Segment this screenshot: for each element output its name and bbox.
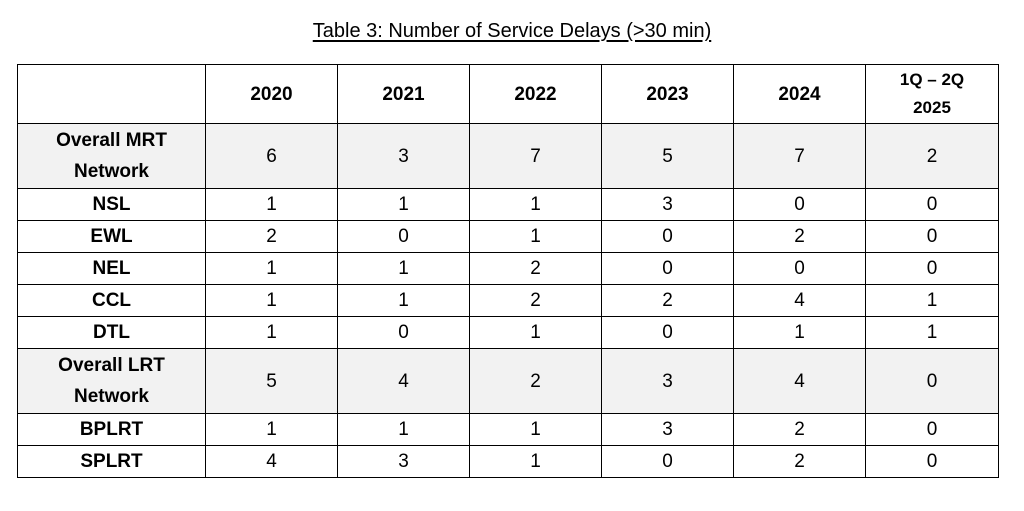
table-cell: 2: [469, 348, 602, 414]
table-cell: 2: [733, 413, 866, 446]
table-cell: 0: [601, 445, 734, 478]
table-cell: 0: [865, 413, 999, 446]
table-cell: 2: [733, 220, 866, 253]
table-row-overall-lrt: Overall LRT Network 5 4 2 3 4 0: [17, 348, 999, 414]
table-cell: 2: [469, 252, 602, 285]
table-row-ewl: EWL 2 0 1 0 2 0: [17, 220, 999, 253]
table-cell: 1: [337, 284, 470, 317]
table-cell: 1: [865, 316, 999, 349]
table-cell: 0: [865, 220, 999, 253]
row-header: DTL: [17, 316, 206, 349]
table-caption-text: Table 3: Number of Service Delays (>30 m…: [312, 20, 712, 42]
row-header-line: Network: [74, 161, 149, 182]
column-header-line: 1Q – 2Q: [899, 70, 965, 89]
table-cell: 7: [733, 123, 866, 189]
column-header: 2020: [205, 64, 338, 124]
table-cell: 2: [601, 284, 734, 317]
table-cell: 3: [337, 123, 470, 189]
table-cell: 4: [733, 348, 866, 414]
table-cell: 3: [337, 445, 470, 478]
table-cell: 3: [601, 188, 734, 221]
column-header: 2022: [469, 64, 602, 124]
table-cell: 2: [865, 123, 999, 189]
table-row-ccl: CCL 1 1 2 2 4 1: [17, 284, 999, 317]
table-cell: 1: [469, 445, 602, 478]
table-cell: 0: [865, 252, 999, 285]
table-row-overall-mrt: Overall MRT Network 6 3 7 5 7 2: [17, 123, 999, 189]
table-cell: 0: [337, 220, 470, 253]
table-cell: 1: [337, 252, 470, 285]
table-cell: 1: [337, 188, 470, 221]
table-cell: 2: [205, 220, 338, 253]
table-cell: 4: [337, 348, 470, 414]
row-header-overall-lrt: Overall LRT Network: [17, 348, 206, 414]
table-cell: 4: [205, 445, 338, 478]
table-row-dtl: DTL 1 0 1 0 1 1: [17, 316, 999, 349]
table-cell: 0: [733, 188, 866, 221]
table-cell: 3: [601, 413, 734, 446]
table-cell: 1: [733, 316, 866, 349]
table-cell: 3: [601, 348, 734, 414]
column-header: 2021: [337, 64, 470, 124]
row-header-overall-mrt: Overall MRT Network: [17, 123, 206, 189]
column-header-line: 2025: [913, 98, 951, 117]
column-header-1q-2q-2025: 1Q – 2Q 2025: [865, 64, 999, 124]
table-cell: 0: [601, 220, 734, 253]
table-header-row: 2020 2021 2022 2023 2024 1Q – 2Q 2025: [17, 64, 999, 124]
table-cell: 0: [865, 348, 999, 414]
table-cell: 1: [205, 413, 338, 446]
table-cell: 1: [469, 220, 602, 253]
table-cell: 1: [469, 316, 602, 349]
table-cell: 1: [469, 188, 602, 221]
row-header: CCL: [17, 284, 206, 317]
row-header-line: Overall LRT: [58, 355, 165, 376]
table-cell: 1: [205, 316, 338, 349]
table-cell: 6: [205, 123, 338, 189]
table-caption: Table 3: Number of Service Delays (>30 m…: [0, 18, 1024, 44]
table-cell: 2: [733, 445, 866, 478]
table-row-nel: NEL 1 1 2 0 0 0: [17, 252, 999, 285]
table-cell: 4: [733, 284, 866, 317]
table-cell: 5: [205, 348, 338, 414]
table-cell: 0: [601, 252, 734, 285]
table-cell: 0: [865, 188, 999, 221]
table-cell: 5: [601, 123, 734, 189]
table-cell: 1: [469, 413, 602, 446]
row-header: NSL: [17, 188, 206, 221]
table-cell: 0: [733, 252, 866, 285]
table-cell: 2: [469, 284, 602, 317]
row-header-line: Network: [74, 386, 149, 407]
table-row-bplrt: BPLRT 1 1 1 3 2 0: [17, 413, 999, 446]
row-header: NEL: [17, 252, 206, 285]
table-cell: 1: [865, 284, 999, 317]
table-cell: 1: [205, 188, 338, 221]
table-cell: 0: [865, 445, 999, 478]
header-corner-cell: [17, 64, 206, 124]
column-header: 2023: [601, 64, 734, 124]
row-header: SPLRT: [17, 445, 206, 478]
row-header: BPLRT: [17, 413, 206, 446]
row-header: EWL: [17, 220, 206, 253]
table-cell: 0: [601, 316, 734, 349]
table-row-splrt: SPLRT 4 3 1 0 2 0: [17, 445, 999, 478]
table-row-nsl: NSL 1 1 1 3 0 0: [17, 188, 999, 221]
row-header-line: Overall MRT: [56, 130, 167, 151]
table-cell: 1: [205, 284, 338, 317]
table-cell: 0: [337, 316, 470, 349]
column-header: 2024: [733, 64, 866, 124]
table-cell: 1: [205, 252, 338, 285]
table-cell: 1: [337, 413, 470, 446]
service-delays-table: 2020 2021 2022 2023 2024 1Q – 2Q 2025 Ov…: [17, 64, 999, 478]
table-cell: 7: [469, 123, 602, 189]
